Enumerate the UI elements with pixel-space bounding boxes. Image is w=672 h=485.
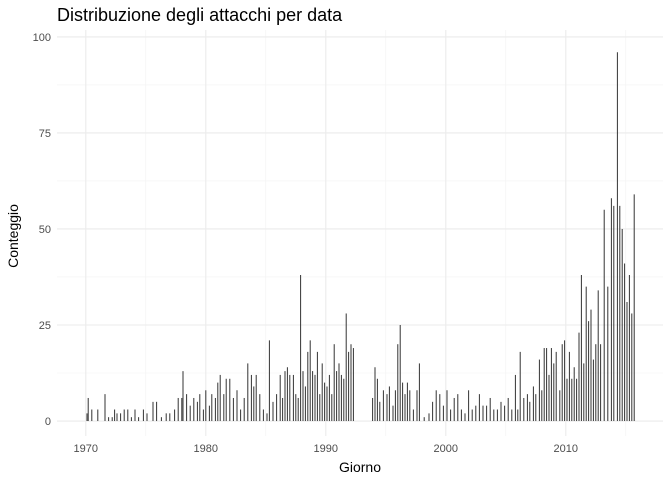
- x-tick-label: 1970: [74, 443, 98, 455]
- y-tick-label: 75: [39, 128, 51, 140]
- x-tick-label: 1980: [194, 443, 218, 455]
- y-tick-label: 100: [33, 32, 51, 44]
- y-tick-label: 0: [45, 416, 51, 428]
- y-tick-label: 50: [39, 224, 51, 236]
- y-axis-title: Conteggio: [5, 204, 21, 268]
- x-tick-label: 2010: [554, 443, 578, 455]
- x-axis-title: Giorno: [339, 459, 381, 475]
- x-tick-label: 1990: [314, 443, 338, 455]
- chart-title: Distribuzione degli attacchi per data: [57, 5, 343, 25]
- y-tick-label: 25: [39, 320, 51, 332]
- x-tick-label: 2000: [434, 443, 458, 455]
